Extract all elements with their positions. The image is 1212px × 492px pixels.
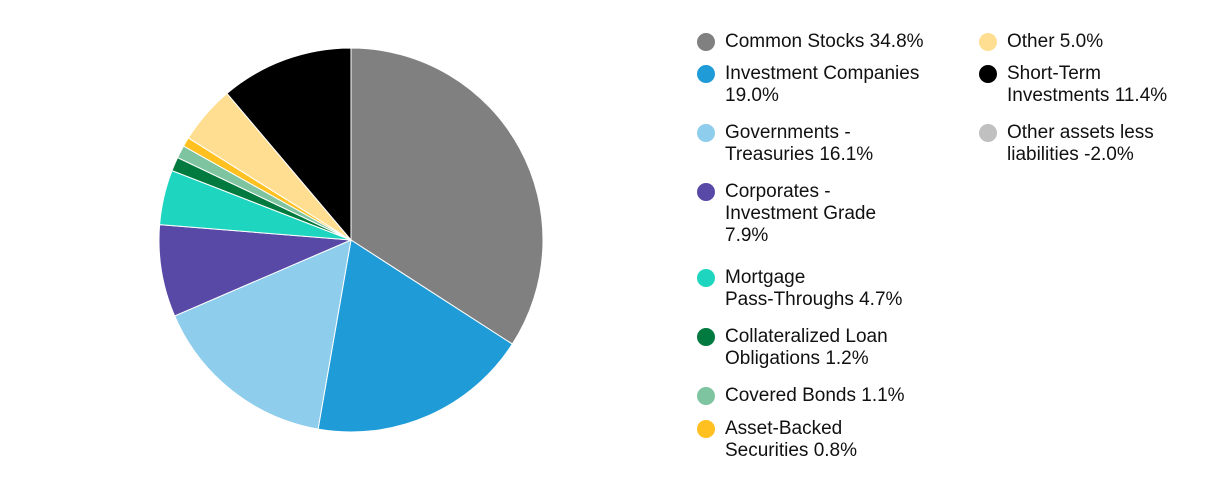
legend-item-covered-bonds: Covered Bonds 1.1% — [697, 385, 905, 407]
pie-slice-governments-treasuries — [173, 239, 352, 430]
legend-label-line: Short-Term — [1007, 63, 1101, 84]
legend-label: Mortgage Pass-Throughs 4.7% — [725, 267, 902, 311]
legend-item-other-assets-less-liabilities: Other assets less liabilities -2.0% — [979, 122, 1154, 166]
legend-label-line: Covered Bonds 1.1% — [725, 385, 905, 406]
legend-swatch — [979, 65, 997, 83]
legend-label: Collateralized Loan Obligations 1.2% — [725, 326, 888, 370]
legend-item-asset-backed-securities: Asset-Backed Securities 0.8% — [697, 418, 857, 462]
pie-slice-corporates-investment-grade — [158, 224, 352, 317]
legend-label: Common Stocks 34.8% — [725, 31, 924, 53]
pie-chart — [158, 47, 544, 433]
legend-label: Investment Companies 19.0% — [725, 63, 919, 107]
legend-label: Corporates - Investment Grade 7.9% — [725, 181, 876, 247]
pie-slice-short-term-investments — [226, 47, 352, 242]
legend-swatch — [979, 33, 997, 51]
legend-label-line: liabilities -2.0% — [1007, 144, 1134, 165]
pie-slice-common-stocks — [350, 47, 544, 345]
legend-item-mortgage-pass-throughs: Mortgage Pass-Throughs 4.7% — [697, 267, 902, 311]
legend-label: Asset-Backed Securities 0.8% — [725, 418, 857, 462]
legend-label-line: 7.9% — [725, 225, 769, 246]
legend-item-short-term-investments: Short-Term Investments 11.4% — [979, 63, 1167, 107]
legend-label-line: Treasuries 16.1% — [725, 144, 874, 165]
legend-label-line: 19.0% — [725, 85, 779, 106]
legend-label-line: Investments 11.4% — [1007, 85, 1168, 106]
legend-label-line: Common Stocks 34.8% — [725, 31, 924, 52]
legend-swatch — [697, 183, 715, 201]
legend-swatch — [697, 328, 715, 346]
legend-label-line: Obligations 1.2% — [725, 348, 869, 369]
legend-label-line: Investment Companies — [725, 63, 920, 84]
legend-label-line: Pass-Throughs 4.7% — [725, 289, 903, 310]
legend-item-common-stocks: Common Stocks 34.8% — [697, 31, 924, 53]
legend-swatch — [697, 387, 715, 405]
legend-swatch — [697, 33, 715, 51]
legend-swatch — [697, 269, 715, 287]
legend-item-investment-companies: Investment Companies 19.0% — [697, 63, 919, 107]
legend-label-line: Asset-Backed — [725, 418, 843, 439]
legend-label-line: Other assets less — [1007, 122, 1154, 143]
legend-swatch — [697, 124, 715, 142]
legend-label-line: Corporates - — [725, 181, 831, 202]
legend-item-governments-treasuries: Governments - Treasuries 16.1% — [697, 122, 873, 166]
pie-slice-investment-companies — [317, 239, 514, 433]
legend-label: Governments - Treasuries 16.1% — [725, 122, 873, 166]
legend-label-line: Other 5.0% — [1007, 31, 1104, 52]
legend-swatch — [697, 420, 715, 438]
legend-label-line: Collateralized Loan — [725, 326, 888, 347]
legend-label-line: Investment Grade — [725, 203, 877, 224]
legend-label: Short-Term Investments 11.4% — [1007, 63, 1167, 107]
legend-swatch — [979, 124, 997, 142]
legend-label: Other assets less liabilities -2.0% — [1007, 122, 1154, 166]
legend-item-other: Other 5.0% — [979, 31, 1103, 53]
legend-label: Covered Bonds 1.1% — [725, 385, 905, 407]
legend-label: Other 5.0% — [1007, 31, 1103, 53]
legend-item-corporates-investment-grade: Corporates - Investment Grade 7.9% — [697, 181, 876, 247]
legend-item-collateralized-loan-obligations: Collateralized Loan Obligations 1.2% — [697, 326, 888, 370]
legend-swatch — [697, 65, 715, 83]
legend-label-line: Mortgage — [725, 267, 806, 288]
legend-label-line: Securities 0.8% — [725, 440, 858, 461]
legend-label-line: Governments - — [725, 122, 851, 143]
